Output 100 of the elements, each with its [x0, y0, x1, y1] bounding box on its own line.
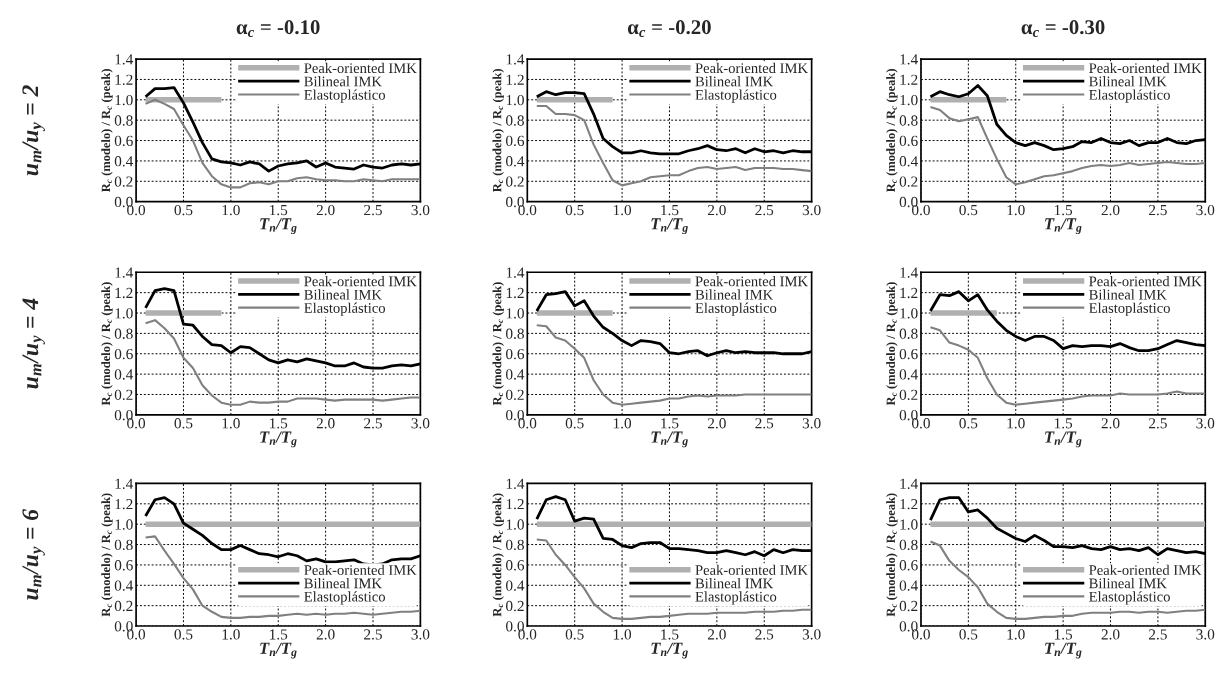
x-tick-label: 1.5	[1054, 418, 1073, 429]
x-tick-label: 2.0	[316, 204, 335, 216]
legend-label: Peak-oriented IMK	[1089, 62, 1202, 74]
y-tick-label: 0.6	[114, 135, 133, 147]
x-axis-title: T$_{n}$/T$_{g}$	[260, 218, 297, 235]
y-tick-label: 0.4	[506, 580, 525, 591]
legend-label: Peak-oriented IMK	[695, 276, 808, 287]
y-tick-label: 1.2	[900, 74, 918, 85]
legend-label: Peak-oriented IMK	[1089, 564, 1202, 575]
x-tick-label: 2.0	[707, 629, 726, 640]
y-tick-label: 0.6	[506, 560, 525, 571]
y-tick-label: 0.2	[899, 176, 918, 187]
x-tick-label: 2.0	[316, 629, 335, 640]
y-tick-label: 1.0	[506, 519, 524, 530]
y-tick-label: 0.4	[899, 369, 918, 380]
y-tick-label: 1.2	[506, 74, 524, 85]
legend-label: Elastoplástico	[695, 302, 777, 316]
y-tick-label: 0.4	[114, 156, 134, 167]
legend-label: Peak-oriented IMK	[695, 564, 808, 575]
y-tick-label: 0.8	[114, 328, 133, 339]
x-tick-label: 0.5	[959, 629, 978, 640]
x-tick-label: 2.5	[1149, 629, 1167, 640]
text: u$_{m}$/u$_{y}$ = 2	[22, 85, 45, 176]
y-tick-label: 1.0	[115, 308, 133, 319]
x-tick-label: 1.5	[661, 418, 679, 429]
y-tick-label: 1.2	[115, 499, 133, 510]
x-tick-label: 1.0	[613, 204, 632, 216]
legend-label: Peak-oriented IMK	[304, 62, 417, 74]
legend-label: Peak-oriented IMK	[695, 62, 808, 74]
x-tick-label: 3.0	[802, 418, 821, 429]
y-tick-label: 0.6	[899, 560, 918, 571]
x-tick-label: 1.0	[613, 629, 632, 640]
chart-title: α$_{c}$ = -0.10	[236, 20, 320, 37]
x-tick-label: 2.0	[707, 418, 726, 429]
y-tick-label: 1.4	[506, 478, 525, 489]
x-tick-label: 0.5	[959, 418, 978, 429]
legend-label: Elastoplástico	[695, 89, 777, 103]
x-tick-label: 2.5	[1149, 418, 1167, 429]
y-tick-label: 0.2	[114, 600, 133, 612]
y-tick-label: 0.2	[506, 176, 524, 187]
y-tick-label: 0.8	[114, 115, 133, 126]
x-tick-label: 1.0	[1007, 629, 1025, 640]
x-tick-label: 3.0	[411, 629, 430, 640]
x-tick-label: 0.5	[174, 204, 193, 216]
text: u$_{m}$/u$_{y}$ = 6	[22, 509, 45, 600]
y-tick-label: 1.2	[506, 287, 524, 299]
x-tick-label: 1.0	[222, 204, 240, 216]
legend-label: Bilineal IMK	[304, 289, 382, 300]
y-axis-title: R$_{c}$ (modelo) / R$_{c}$ (peak)	[886, 493, 898, 617]
x-tick-label: 1.5	[661, 204, 679, 216]
x-tick-label: 2.0	[1101, 418, 1120, 429]
x-tick-label: 2.5	[755, 204, 774, 216]
y-tick-label: 0.2	[899, 600, 918, 612]
y-tick-label: 0.6	[899, 348, 918, 360]
line-series	[144, 319, 421, 406]
x-tick-label: 3.0	[802, 629, 821, 640]
chart-title: α$_{c}$ = -0.20	[627, 20, 711, 37]
legend-label: Elastoplástico	[1089, 302, 1170, 316]
y-tick-label: 0.8	[899, 328, 918, 339]
y-axis-title: R$_{c}$ (modelo) / R$_{c}$ (peak)	[886, 69, 898, 193]
legend-label: Peak-oriented IMK	[304, 564, 417, 575]
chart-title: α$_{c}$ = -0.30	[1021, 20, 1105, 37]
y-axis-title: R$_{c}$ (modelo) / R$_{c}$ (peak)	[101, 282, 113, 406]
legend-label: Bilineal IMK	[304, 578, 382, 589]
x-tick-label: 1.5	[270, 629, 288, 640]
x-tick-label: 2.5	[755, 629, 774, 640]
legend-label: Bilineal IMK	[1089, 578, 1167, 589]
y-tick-label: 1.0	[115, 519, 133, 530]
x-tick-label: 1.0	[1007, 418, 1025, 429]
x-tick-label: 2.5	[364, 418, 382, 429]
x-axis-title: T$_{n}$/T$_{g}$	[260, 642, 297, 659]
line-series	[535, 538, 812, 620]
y-tick-label: 0.4	[114, 369, 134, 380]
legend-label: Elastoplástico	[304, 302, 386, 316]
line-series	[929, 326, 1206, 406]
x-tick-label: 1.0	[222, 629, 240, 640]
x-axis-title: T$_{n}$/T$_{g}$	[1045, 218, 1082, 235]
x-tick-label: 3.0	[411, 418, 430, 429]
legend-label: Elastoplástico	[695, 591, 777, 605]
y-tick-label: 1.0	[506, 308, 524, 319]
x-tick-label: 0.5	[565, 418, 584, 429]
x-tick-label: 0.5	[959, 204, 978, 216]
x-tick-label: 1.5	[270, 418, 288, 429]
y-tick-label: 0.4	[506, 156, 525, 167]
y-tick-label: 0.8	[899, 539, 918, 551]
legend-label: Bilineal IMK	[304, 76, 382, 87]
x-tick-label: 0.5	[565, 204, 584, 216]
x-tick-label: 3.0	[1196, 418, 1215, 429]
legend-label: Elastoplástico	[304, 591, 386, 605]
line-series	[144, 535, 421, 619]
y-tick-label: 1.4	[115, 267, 134, 278]
legend-label: Elastoplástico	[304, 89, 386, 103]
x-tick-label: 1.5	[661, 629, 679, 640]
y-tick-label: 0.6	[114, 560, 133, 571]
line-series	[535, 324, 812, 406]
legend-label: Peak-oriented IMK	[1089, 276, 1202, 287]
y-axis-title: R$_{c}$ (modelo) / R$_{c}$ (peak)	[101, 69, 113, 193]
x-tick-label: 0.5	[174, 629, 193, 640]
y-tick-label: 1.4	[900, 267, 918, 278]
y-tick-label: 1.0	[900, 94, 918, 106]
